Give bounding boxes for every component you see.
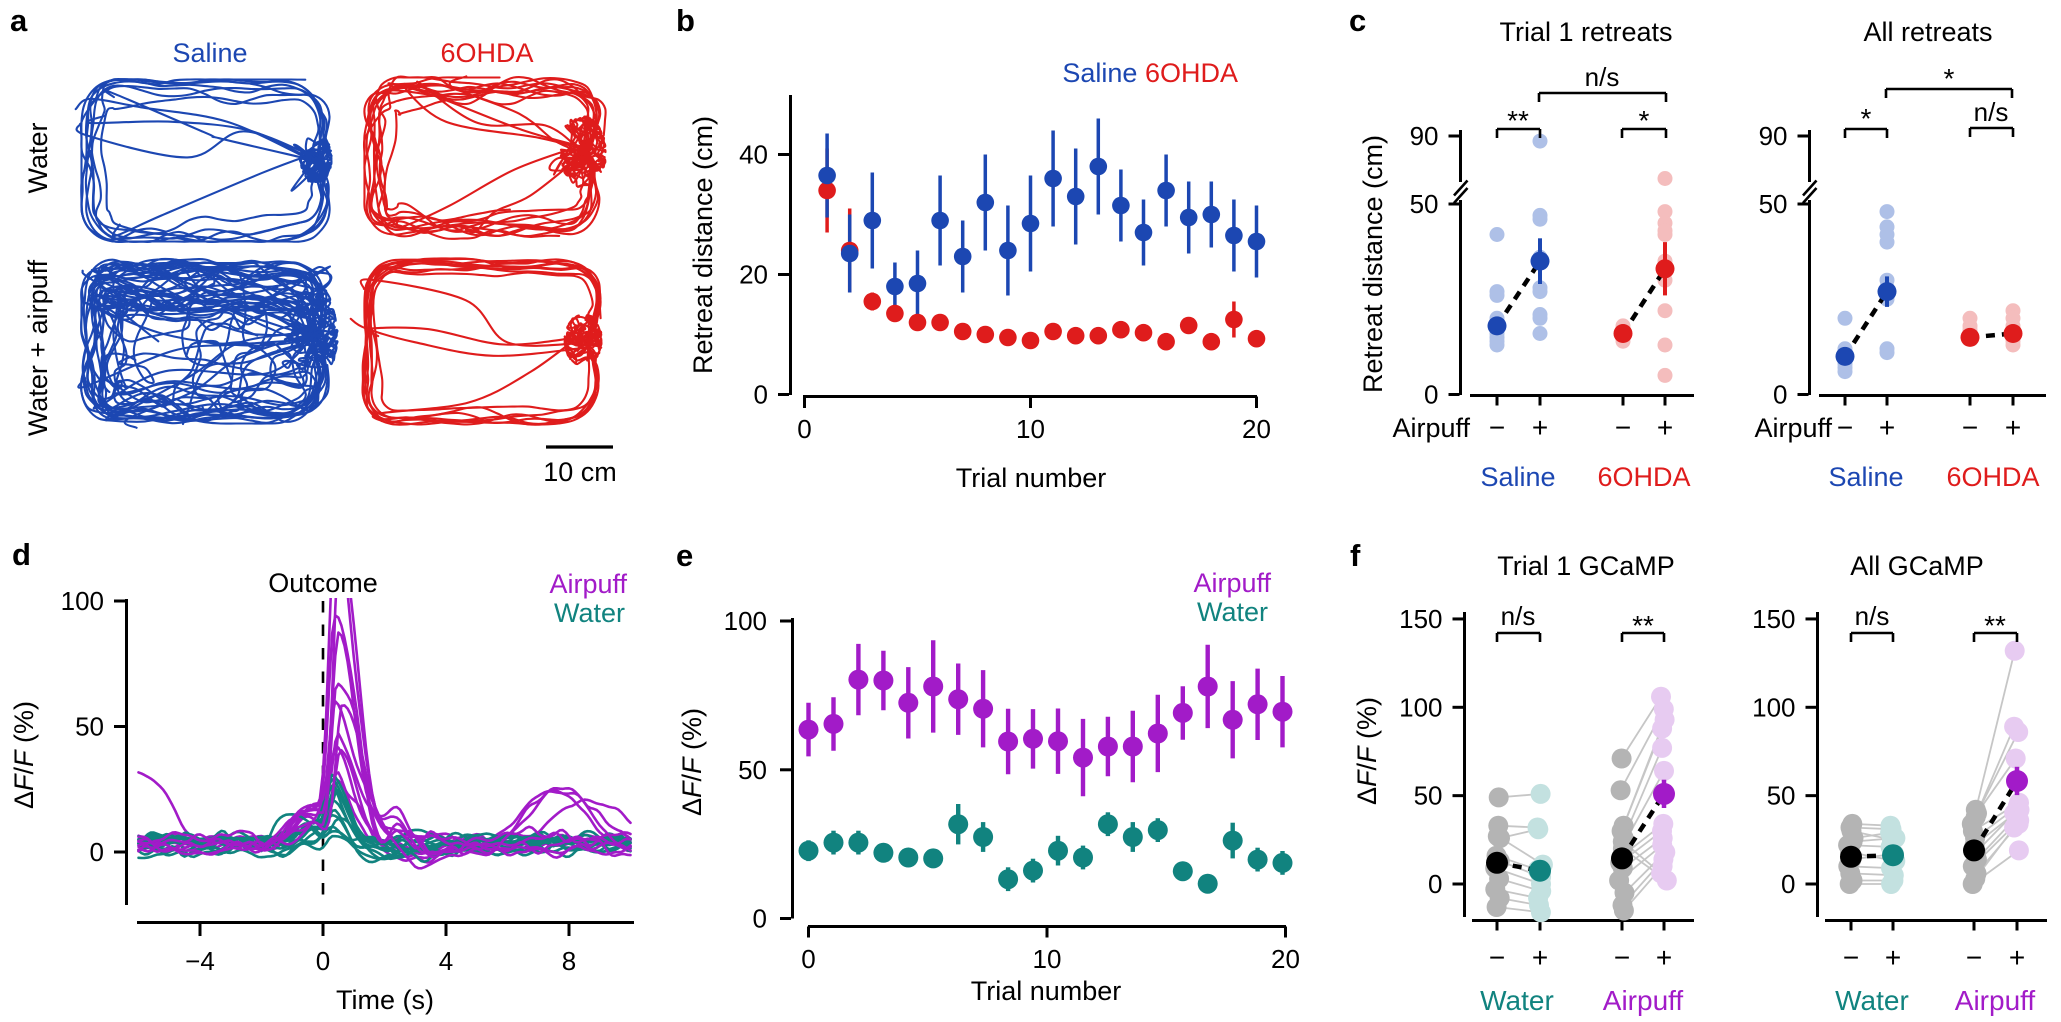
svg-text:20: 20: [1271, 944, 1300, 974]
svg-text:0: 0: [797, 414, 811, 444]
svg-text:50: 50: [738, 755, 767, 785]
svg-text:Trial number: Trial number: [971, 976, 1122, 1006]
svg-text:ΔF/F (%): ΔF/F (%): [9, 701, 39, 809]
svg-text:−4: −4: [185, 946, 215, 976]
svg-text:0: 0: [1773, 380, 1787, 410]
svg-text:c: c: [1349, 3, 1366, 38]
svg-text:+: +: [1885, 942, 1901, 973]
svg-text:n/s: n/s: [1501, 601, 1536, 631]
svg-text:+: +: [2009, 942, 2025, 973]
svg-text:*: *: [1639, 105, 1650, 136]
svg-text:100: 100: [1399, 692, 1442, 722]
svg-text:150: 150: [1399, 604, 1442, 634]
svg-text:Airpuff: Airpuff: [1603, 985, 1684, 1016]
svg-text:90: 90: [1410, 121, 1439, 151]
svg-text:Trial number: Trial number: [956, 463, 1107, 493]
svg-text:**: **: [1984, 610, 2006, 641]
svg-text:Retreat distance (cm): Retreat distance (cm): [1358, 135, 1388, 393]
svg-text:−: −: [1966, 942, 1982, 973]
svg-text:f: f: [1350, 538, 1361, 573]
svg-text:Saline: Saline: [172, 38, 247, 68]
svg-text:50: 50: [1410, 189, 1439, 219]
svg-text:−: −: [1489, 412, 1505, 443]
svg-text:40: 40: [739, 140, 768, 170]
svg-text:Airpuff: Airpuff: [1955, 985, 2036, 1016]
svg-text:**: **: [1632, 610, 1654, 641]
svg-text:+: +: [1532, 412, 1548, 443]
svg-text:0: 0: [90, 837, 104, 867]
svg-text:Time (s): Time (s): [336, 985, 434, 1015]
svg-text:Water: Water: [554, 598, 625, 628]
svg-text:4: 4: [439, 946, 453, 976]
svg-text:Saline 6OHDA: Saline 6OHDA: [1062, 58, 1238, 88]
svg-text:0: 0: [1781, 869, 1795, 899]
svg-text:Airpuff: Airpuff: [1754, 413, 1832, 443]
svg-text:8: 8: [562, 946, 576, 976]
svg-text:Saline: Saline: [1480, 462, 1555, 492]
svg-text:50: 50: [1414, 781, 1443, 811]
svg-text:Water: Water: [1835, 985, 1909, 1016]
svg-text:6OHDA: 6OHDA: [1597, 462, 1690, 492]
svg-text:All GCaMP: All GCaMP: [1850, 551, 1984, 581]
svg-text:e: e: [676, 538, 693, 573]
svg-text:20: 20: [739, 260, 768, 290]
svg-text:90: 90: [1759, 121, 1788, 151]
svg-text:*: *: [1944, 63, 1955, 94]
svg-text:20: 20: [1242, 414, 1271, 444]
svg-text:50: 50: [1759, 189, 1788, 219]
svg-text:a: a: [10, 3, 28, 38]
svg-text:100: 100: [61, 586, 104, 616]
svg-text:+: +: [1657, 412, 1673, 443]
svg-text:100: 100: [724, 606, 767, 636]
svg-text:d: d: [12, 537, 31, 572]
svg-text:50: 50: [1767, 781, 1796, 811]
svg-text:Airpuff: Airpuff: [549, 569, 627, 599]
svg-text:n/s: n/s: [1974, 97, 2009, 127]
svg-text:−: −: [1837, 412, 1853, 443]
svg-text:**: **: [1507, 105, 1529, 136]
svg-text:Airpuff: Airpuff: [1193, 568, 1271, 598]
svg-text:−: −: [1489, 942, 1505, 973]
svg-text:+: +: [1532, 942, 1548, 973]
svg-text:Water: Water: [1197, 597, 1268, 627]
svg-text:Water: Water: [1480, 985, 1554, 1016]
svg-text:10 cm: 10 cm: [543, 457, 617, 487]
svg-text:n/s: n/s: [1585, 62, 1620, 92]
svg-text:100: 100: [1752, 692, 1795, 722]
svg-text:ΔF/F (%): ΔF/F (%): [1352, 697, 1382, 805]
svg-text:10: 10: [1016, 414, 1045, 444]
svg-text:+: +: [2005, 412, 2021, 443]
svg-text:50: 50: [75, 712, 104, 742]
svg-text:−: −: [1614, 942, 1630, 973]
svg-text:6OHDA: 6OHDA: [1946, 462, 2039, 492]
svg-text:0: 0: [1424, 380, 1438, 410]
svg-text:+: +: [1879, 412, 1895, 443]
svg-text:−: −: [1615, 412, 1631, 443]
svg-text:Trial 1 GCaMP: Trial 1 GCaMP: [1497, 551, 1675, 581]
svg-text:Saline: Saline: [1828, 462, 1903, 492]
svg-text:0: 0: [1428, 869, 1442, 899]
svg-text:150: 150: [1752, 604, 1795, 634]
svg-text:*: *: [1861, 103, 1872, 134]
svg-text:0: 0: [316, 946, 330, 976]
svg-text:All retreats: All retreats: [1863, 17, 1992, 47]
svg-text:n/s: n/s: [1855, 601, 1890, 631]
svg-text:Water + airpuff: Water + airpuff: [23, 259, 53, 436]
svg-text:0: 0: [801, 944, 815, 974]
svg-text:−: −: [1843, 942, 1859, 973]
svg-text:6OHDA: 6OHDA: [440, 38, 533, 68]
svg-text:Retreat distance (cm): Retreat distance (cm): [688, 116, 718, 374]
svg-text:Trial 1 retreats: Trial 1 retreats: [1499, 17, 1672, 47]
svg-text:10: 10: [1033, 944, 1062, 974]
svg-text:+: +: [1656, 942, 1672, 973]
svg-text:Airpuff: Airpuff: [1392, 413, 1470, 443]
svg-text:0: 0: [754, 380, 768, 410]
svg-text:Water: Water: [23, 122, 53, 193]
svg-text:Outcome: Outcome: [268, 568, 378, 598]
svg-text:0: 0: [753, 904, 767, 934]
svg-text:−: −: [1962, 412, 1978, 443]
svg-text:ΔF/F (%): ΔF/F (%): [677, 708, 707, 816]
svg-text:b: b: [676, 3, 695, 38]
